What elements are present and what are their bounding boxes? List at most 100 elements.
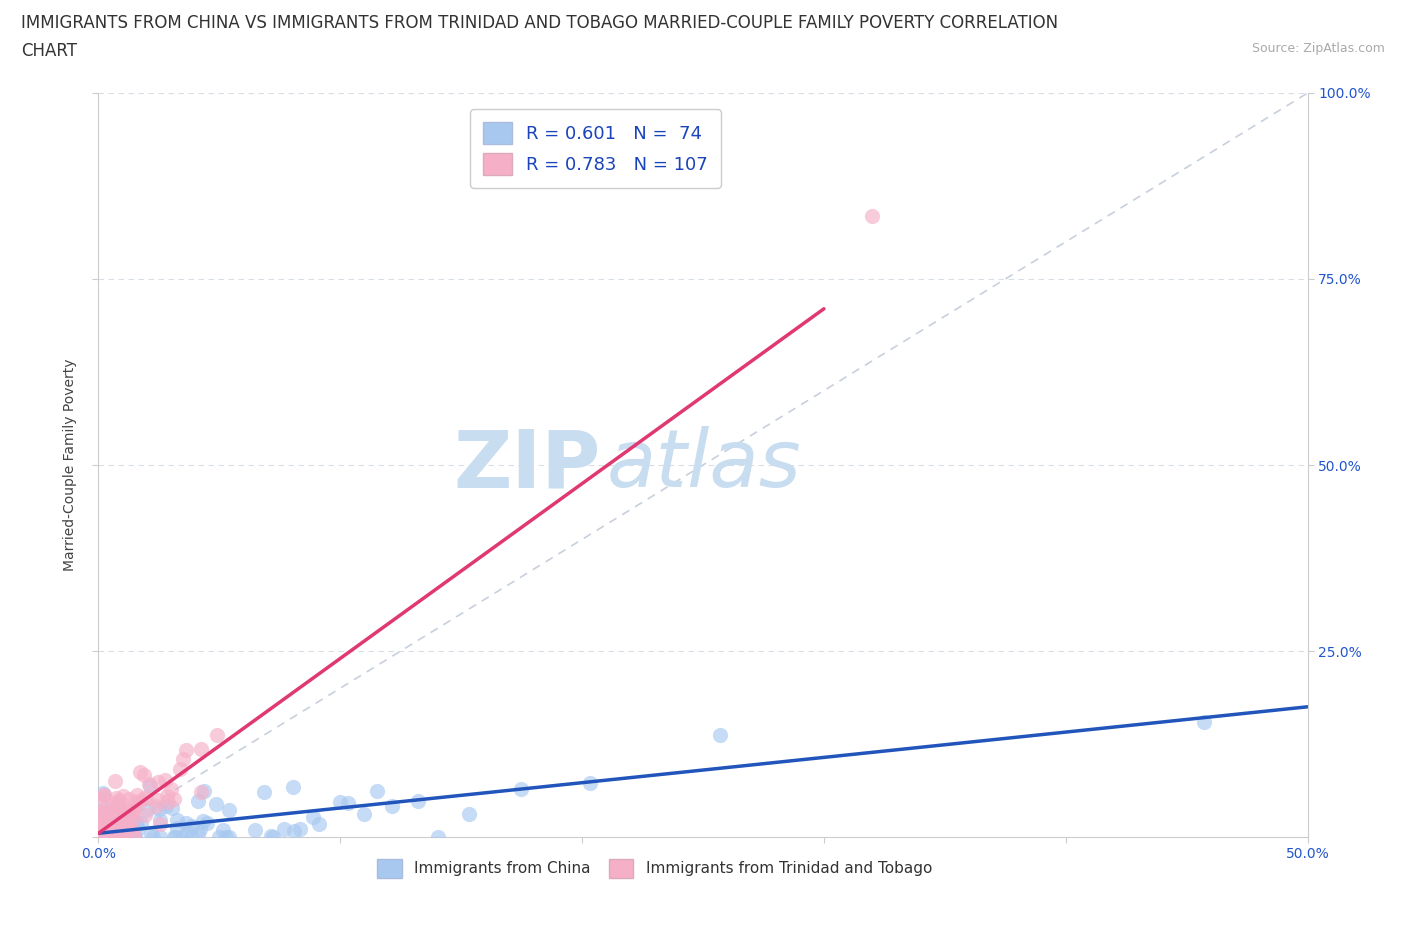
Point	[107, 817, 129, 831]
Point	[91, 830, 114, 844]
Point	[709, 728, 731, 743]
Point	[146, 792, 169, 807]
Point	[93, 830, 115, 844]
Point	[104, 826, 127, 841]
Point	[93, 830, 115, 844]
Point	[90, 808, 112, 823]
Point	[111, 830, 134, 844]
Point	[107, 830, 129, 844]
Point	[288, 821, 311, 836]
Point	[107, 818, 129, 833]
Point	[166, 820, 188, 835]
Point	[94, 830, 117, 844]
Point	[90, 816, 112, 830]
Y-axis label: Married-Couple Family Poverty: Married-Couple Family Poverty	[63, 359, 77, 571]
Point	[90, 821, 112, 836]
Point	[191, 813, 214, 828]
Point	[96, 821, 118, 836]
Legend: Immigrants from China, Immigrants from Trinidad and Tobago: Immigrants from China, Immigrants from T…	[370, 851, 939, 885]
Point	[107, 810, 129, 825]
Point	[172, 830, 194, 844]
Point	[218, 830, 240, 844]
Point	[100, 830, 122, 844]
Text: IMMIGRANTS FROM CHINA VS IMMIGRANTS FROM TRINIDAD AND TOBAGO MARRIED-COUPLE FAMI: IMMIGRANTS FROM CHINA VS IMMIGRANTS FROM…	[21, 14, 1059, 32]
Point	[107, 830, 129, 844]
Point	[193, 783, 215, 798]
Point	[121, 807, 143, 822]
Point	[336, 796, 359, 811]
Point	[94, 830, 117, 844]
Point	[125, 788, 148, 803]
Point	[105, 799, 128, 814]
Point	[107, 806, 129, 821]
Point	[128, 794, 150, 809]
Point	[96, 830, 118, 844]
Point	[138, 777, 160, 791]
Point	[91, 785, 114, 800]
Point	[366, 784, 388, 799]
Point	[107, 830, 129, 844]
Point	[107, 830, 129, 844]
Point	[94, 808, 117, 823]
Point	[101, 821, 124, 836]
Point	[100, 820, 122, 835]
Point	[105, 790, 128, 805]
Point	[93, 788, 115, 803]
Point	[93, 801, 115, 816]
Point	[97, 830, 120, 844]
Point	[180, 830, 202, 844]
Point	[91, 808, 114, 823]
Text: ZIP: ZIP	[453, 426, 600, 504]
Point	[90, 825, 112, 840]
Point	[108, 806, 131, 821]
Point	[101, 830, 124, 844]
Point	[94, 804, 117, 818]
Point	[1192, 714, 1215, 729]
Point	[90, 828, 112, 843]
Point	[112, 806, 135, 821]
Point	[427, 830, 450, 844]
Point	[510, 781, 533, 796]
Point	[157, 795, 180, 810]
Point	[172, 751, 194, 766]
Point	[273, 822, 295, 837]
Point	[165, 830, 187, 844]
Point	[97, 830, 120, 844]
Point	[187, 794, 209, 809]
Point	[218, 803, 240, 817]
Point	[166, 812, 188, 827]
Point	[108, 802, 131, 817]
Point	[156, 789, 179, 804]
Point	[149, 817, 172, 832]
Point	[211, 822, 233, 837]
Point	[96, 830, 118, 844]
Point	[118, 830, 141, 844]
Point	[148, 802, 170, 817]
Point	[120, 803, 142, 817]
Point	[204, 797, 226, 812]
Point	[93, 830, 115, 844]
Point	[110, 829, 132, 844]
Point	[122, 812, 145, 827]
Point	[107, 828, 129, 843]
Point	[142, 830, 165, 844]
Text: CHART: CHART	[21, 42, 77, 60]
Point	[153, 772, 176, 787]
Point	[128, 764, 150, 779]
Point	[262, 830, 284, 844]
Point	[90, 810, 112, 825]
Point	[169, 762, 191, 777]
Point	[187, 827, 209, 842]
Point	[90, 792, 112, 807]
Point	[93, 830, 115, 844]
Point	[90, 830, 112, 844]
Point	[112, 789, 135, 804]
Point	[122, 828, 145, 843]
Point	[117, 819, 139, 834]
Point	[124, 830, 146, 844]
Point	[578, 776, 600, 790]
Point	[181, 818, 204, 833]
Point	[329, 794, 352, 809]
Point	[93, 804, 115, 819]
Point	[188, 821, 211, 836]
